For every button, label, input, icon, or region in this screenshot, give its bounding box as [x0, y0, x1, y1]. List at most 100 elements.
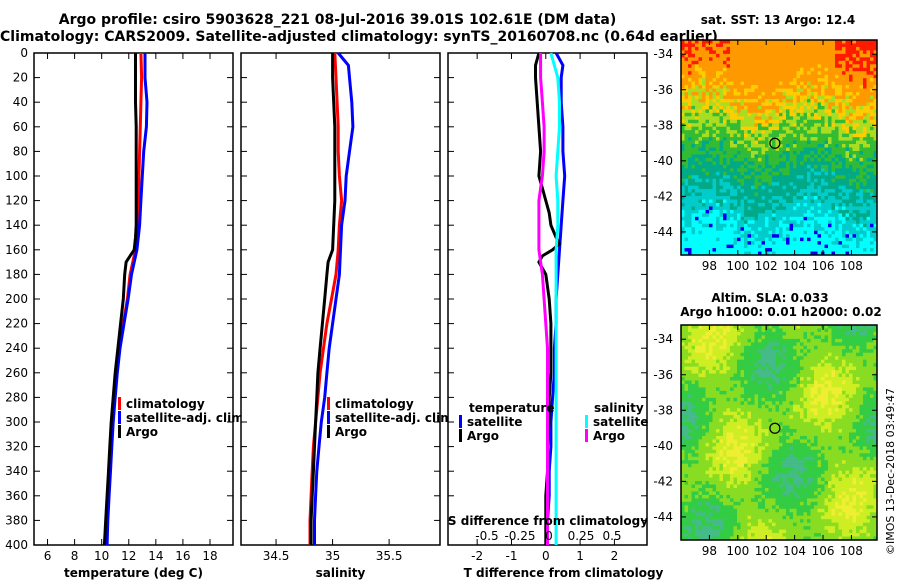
- depth-tick-label: 360: [5, 489, 28, 503]
- map-x-tick-label: 104: [783, 259, 806, 273]
- sla-argo-marker: [769, 422, 781, 434]
- top-tick-label: 0.5: [602, 529, 621, 543]
- map-x-tick-label: 106: [812, 259, 835, 273]
- temperature-frame: [33, 52, 234, 546]
- map-y-tick-label: -36: [653, 83, 673, 97]
- legend-label: satellite: [467, 415, 522, 429]
- map-x-tick-label: 104: [783, 544, 806, 558]
- depth-tick-label: 200: [5, 292, 28, 306]
- differences-xlabel-top: S difference from climatology: [448, 514, 648, 528]
- legend-marker: [118, 411, 121, 424]
- legend-marker: [118, 397, 121, 410]
- legend-marker: [327, 411, 330, 424]
- sst-cells: [681, 40, 878, 256]
- depth-tick-label: 80: [13, 144, 28, 158]
- map-y-tick-label: -44: [653, 510, 673, 524]
- legend-marker: [459, 429, 462, 442]
- depth-tick-label: 340: [5, 464, 28, 478]
- map-x-tick-label: 98: [702, 259, 717, 273]
- depth-tick-label: 180: [5, 267, 28, 281]
- legend-marker: [327, 425, 330, 438]
- map-y-tick-label: -34: [653, 47, 673, 61]
- depth-tick-label: 100: [5, 169, 28, 183]
- series-argo: [102, 53, 138, 546]
- map-y-tick-label: -38: [653, 403, 673, 417]
- series-satellite-adj-clim-: [313, 52, 355, 545]
- copyright-credit: ©IMOS 13-Dec-2018 03:49:47: [884, 388, 897, 555]
- depth-tick-label: 0: [20, 46, 28, 60]
- x-tick-label: 34.5: [263, 549, 290, 563]
- map-x-tick-label: 102: [755, 259, 778, 273]
- x-tick-label: 16: [175, 549, 190, 563]
- legend-heading-temperature: temperature: [469, 401, 554, 415]
- series-satellite-adj-clim-: [105, 53, 149, 546]
- depth-tick-label: 140: [5, 218, 28, 232]
- x-tick-label: 18: [202, 549, 217, 563]
- map-y-tick-label: -34: [653, 332, 673, 346]
- series-argo: [309, 53, 337, 545]
- x-tick-label: 1: [576, 549, 584, 563]
- legend-label: Argo: [593, 429, 625, 443]
- map-y-tick-label: -42: [653, 189, 673, 203]
- legend-label: climatology: [335, 397, 414, 411]
- plot-title-line1: Argo profile: csiro 5903628_221 08-Jul-2…: [58, 12, 617, 28]
- series-salinity-argo: [537, 53, 549, 545]
- x-tick-label: 14: [148, 549, 163, 563]
- depth-tick-label: 20: [13, 71, 28, 85]
- depth-tick-label: 160: [5, 243, 28, 257]
- x-tick-label: -2: [471, 549, 483, 563]
- top-tick-label: -0.25: [504, 529, 535, 543]
- top-tick-label: -0.5: [475, 529, 498, 543]
- sla-map-subtitle: Argo h1000: 0.01 h2000: 0.02: [680, 305, 882, 319]
- map-x-tick-label: 100: [726, 259, 749, 273]
- legend-label: satellite: [593, 415, 648, 429]
- map-y-tick-label: -40: [653, 154, 673, 168]
- depth-tick-label: 240: [5, 341, 28, 355]
- x-tick-label: 12: [121, 549, 136, 563]
- x-tick-label: 2: [611, 549, 619, 563]
- map-x-tick-label: 108: [840, 259, 863, 273]
- legend-label: satellite-adj. clim.: [335, 411, 457, 425]
- sst-map-title: sat. SST: 13 Argo: 12.4: [700, 13, 856, 27]
- sst-map-frame: [680, 39, 878, 256]
- legend-label: satellite-adj. clim.: [126, 411, 248, 425]
- depth-tick-label: 40: [13, 95, 28, 109]
- map-y-tick-label: -44: [653, 225, 673, 239]
- map-y-tick-label: -38: [653, 118, 673, 132]
- legend-label: climatology: [126, 397, 205, 411]
- map-x-tick-label: 106: [812, 544, 835, 558]
- sla-cells: [681, 325, 878, 541]
- sla-map-frame: [680, 324, 878, 541]
- x-tick-label: 35.5: [376, 549, 403, 563]
- depth-tick-label: 60: [13, 120, 28, 134]
- legend-label: Argo: [335, 425, 367, 439]
- x-tick-label: 35: [325, 549, 340, 563]
- depth-tick-label: 220: [5, 317, 28, 331]
- legend-marker: [327, 397, 330, 410]
- depth-tick-label: 380: [5, 513, 28, 527]
- sla-map-title: Altim. SLA: 0.033: [711, 291, 829, 305]
- salinity-xlabel: salinity: [316, 566, 366, 580]
- depth-tick-label: 400: [5, 538, 28, 552]
- map-x-tick-label: 108: [840, 544, 863, 558]
- map-x-tick-label: 100: [726, 544, 749, 558]
- top-tick-label: 0.25: [568, 529, 595, 543]
- plot-title-line2: Climatology: CARS2009. Satellite-adjuste…: [0, 29, 718, 45]
- depth-tick-label: 120: [5, 194, 28, 208]
- map-x-tick-label: 102: [755, 544, 778, 558]
- salinity-frame: [240, 52, 441, 546]
- differences-xlabel: T difference from climatology: [464, 566, 664, 580]
- legend-marker: [585, 415, 588, 428]
- depth-tick-label: 280: [5, 390, 28, 404]
- x-tick-label: 6: [44, 549, 52, 563]
- legend-label: Argo: [467, 429, 499, 443]
- x-tick-label: 0: [542, 549, 550, 563]
- legend-label: Argo: [126, 425, 158, 439]
- temperature-xlabel: temperature (deg C): [64, 566, 203, 580]
- legend-heading-salinity: salinity: [594, 401, 644, 415]
- x-tick-label: 10: [94, 549, 109, 563]
- depth-tick-label: 260: [5, 366, 28, 380]
- map-y-tick-label: -36: [653, 368, 673, 382]
- map-y-tick-label: -40: [653, 439, 673, 453]
